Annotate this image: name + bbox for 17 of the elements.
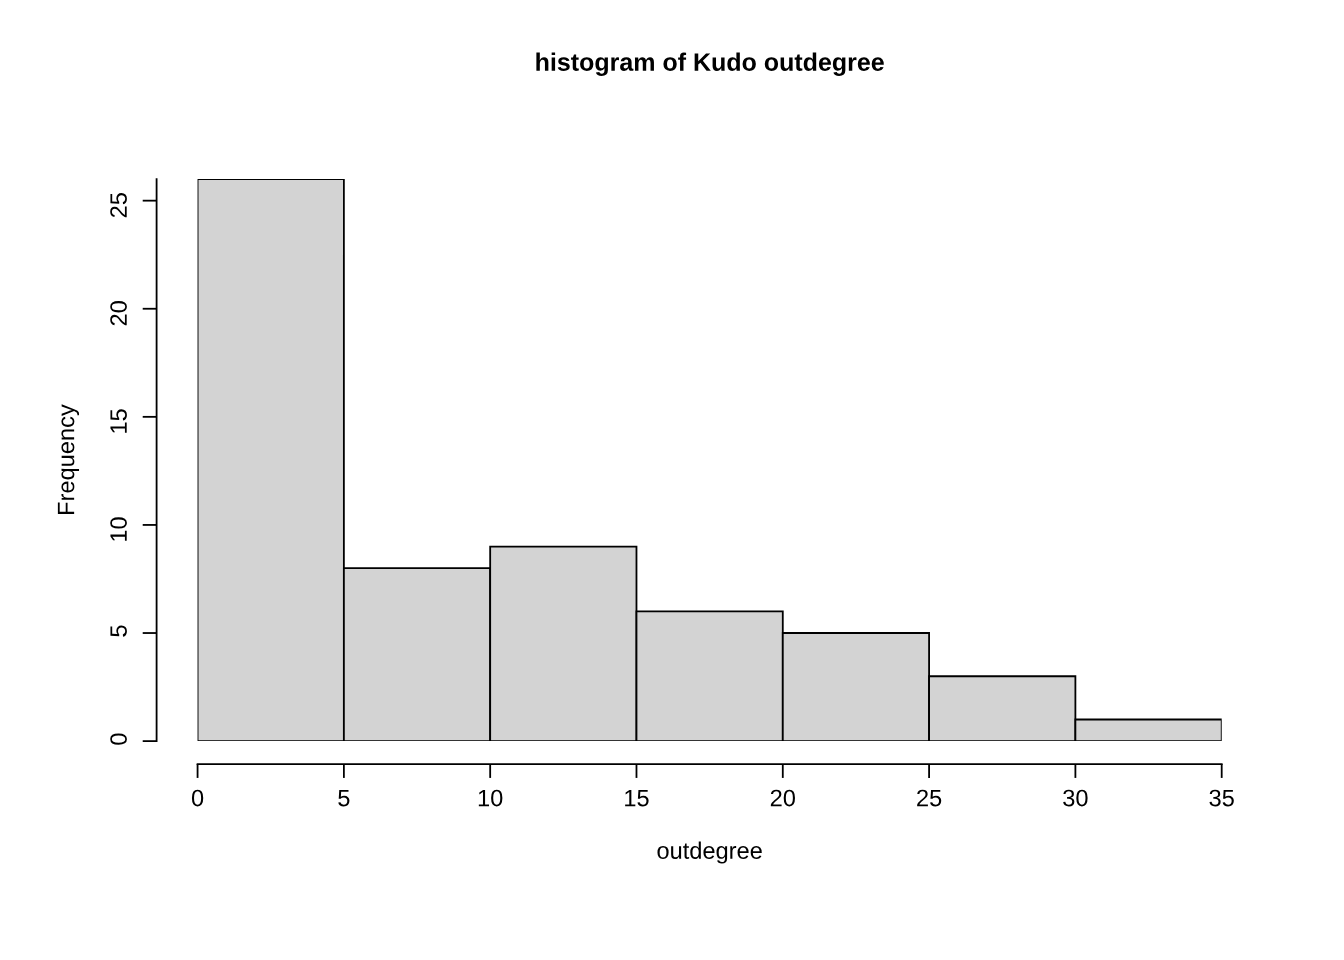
- x-tick-label: 5: [338, 789, 350, 807]
- y-tick-label: 5: [110, 625, 127, 637]
- x-tick-label: 10: [478, 789, 503, 807]
- y-tick-label: 15: [110, 409, 127, 433]
- x-tick-label: 15: [625, 789, 649, 807]
- y-axis-title: Frequency: [57, 404, 80, 514]
- y-tick-label: 25: [110, 193, 127, 218]
- x-tick-label: 25: [917, 789, 942, 807]
- x-tick-label: 20: [770, 789, 795, 807]
- x-axis-title: outdegree: [657, 841, 762, 864]
- chart-title: histogram of Kudo outdegree: [536, 52, 884, 76]
- x-tick-label: 0: [191, 789, 204, 807]
- y-tick-label: 0: [110, 733, 127, 745]
- y-tick-label: 20: [110, 301, 127, 326]
- y-tick-label: 10: [110, 517, 127, 541]
- x-tick-label: 30: [1063, 789, 1088, 807]
- x-tick-label: 35: [1209, 789, 1234, 807]
